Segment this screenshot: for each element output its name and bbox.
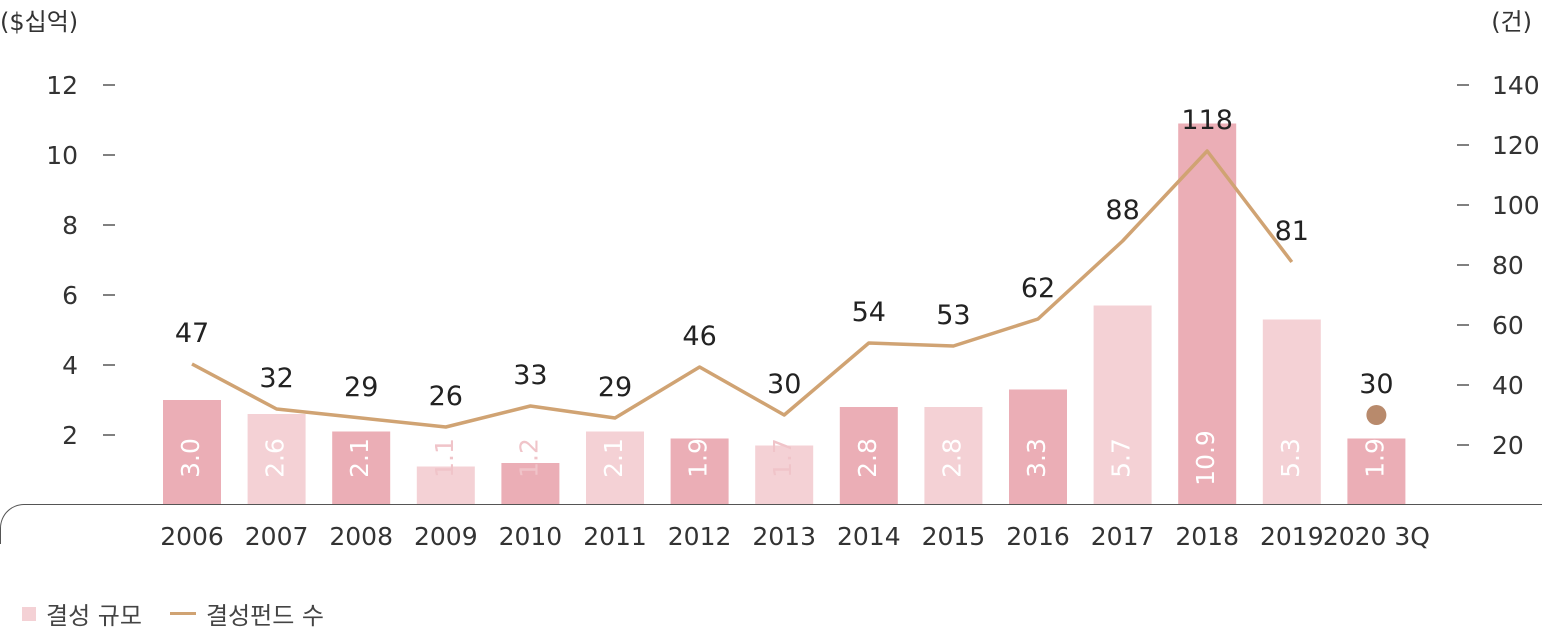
bar — [247, 414, 306, 505]
legend-line-swatch — [169, 612, 196, 615]
x-tick-label: 2019 — [1260, 522, 1324, 551]
line-value-label: 47 — [175, 318, 209, 349]
bar — [1178, 123, 1237, 505]
bar-value-label: 2.8 — [937, 438, 966, 478]
bar-value-label: 2.8 — [853, 438, 882, 478]
y-left-tick-label: 10 — [46, 141, 78, 170]
bar-value-label: 3.0 — [176, 438, 205, 478]
line-value-label: 81 — [1275, 216, 1309, 247]
bar-value-label: 5.3 — [1276, 438, 1305, 478]
y-left-tick-label: 4 — [62, 351, 78, 380]
x-tick-label: 2018 — [1175, 522, 1239, 551]
bar-value-label: 2.1 — [345, 438, 374, 478]
line-point-dot — [1366, 405, 1387, 425]
x-tick-label: 2011 — [583, 522, 647, 551]
left-axis-unit: ($십억) — [0, 8, 79, 36]
line-value-label: 32 — [259, 363, 293, 394]
bar — [1262, 319, 1321, 505]
bar — [501, 463, 560, 505]
bar-value-label: 1.9 — [1360, 438, 1389, 478]
x-tick-label: 2013 — [752, 522, 816, 551]
bar — [670, 438, 729, 505]
y-right-tick-label: 60 — [1492, 311, 1524, 340]
bar-value-label: 3.3 — [1022, 438, 1051, 478]
x-tick-label: 2012 — [668, 522, 732, 551]
right-axis-unit: (건) — [1491, 8, 1532, 36]
y-right-tick-label: 140 — [1492, 71, 1540, 100]
y-left-tick-label: 2 — [62, 421, 78, 450]
x-tick-label: 2006 — [160, 522, 224, 551]
y-right-tick-label: 120 — [1492, 131, 1540, 160]
x-tick-label: 2008 — [329, 522, 393, 551]
bar-value-label: 1.1 — [430, 438, 459, 478]
bar — [755, 445, 814, 505]
bar-value-label: 2.6 — [261, 438, 290, 478]
line-value-label: 30 — [767, 369, 801, 400]
y-left-tick-label: 12 — [46, 71, 78, 100]
bar — [1347, 438, 1406, 505]
bar-value-label: 1.7 — [768, 438, 797, 478]
bar — [586, 431, 644, 505]
bar — [416, 466, 475, 505]
line-value-label: 62 — [1021, 273, 1055, 304]
y-right-tick-label: 100 — [1492, 191, 1540, 220]
bar-value-label: 10.9 — [1191, 430, 1220, 486]
bar — [1093, 305, 1152, 505]
bar-value-label: 1.2 — [514, 438, 543, 478]
bar-value-label: 1.9 — [684, 438, 713, 478]
line-value-label: 33 — [513, 360, 547, 391]
x-tick-label: 2014 — [837, 522, 901, 551]
y-left-tick-label: 8 — [62, 211, 78, 240]
x-tick-label: 2017 — [1091, 522, 1155, 551]
bar-value-label: 2.1 — [599, 438, 628, 478]
line-value-label: 53 — [936, 300, 970, 331]
y-left-tick-label: 6 — [62, 281, 78, 310]
legend-bar-label: 결성 규모 — [46, 602, 142, 630]
legend-line-label: 결성펀드 수 — [205, 602, 324, 630]
line-value-label: 54 — [852, 297, 886, 328]
legend: 결성 규모 결성펀드 수 — [22, 596, 324, 631]
x-tick-label: 2007 — [245, 522, 309, 551]
y-right-tick-label: 80 — [1492, 251, 1524, 280]
bar-value-label: 5.7 — [1107, 438, 1136, 478]
x-tick-label: 2010 — [499, 522, 563, 551]
line-value-label: 118 — [1181, 105, 1233, 136]
y-right-tick-label: 40 — [1492, 371, 1524, 400]
x-axis-frame — [0, 504, 1542, 544]
bar — [163, 400, 221, 505]
line-value-label: 88 — [1105, 195, 1139, 226]
x-tick-label: 2016 — [1006, 522, 1070, 551]
bar — [924, 407, 983, 505]
y-right-tick-label: 20 — [1492, 431, 1524, 460]
legend-bar-swatch — [22, 606, 36, 621]
line-value-label: 30 — [1359, 369, 1393, 400]
bar — [1009, 389, 1067, 505]
line-value-label: 46 — [682, 321, 716, 352]
x-tick-label: 2020 3Q — [1323, 522, 1430, 551]
bar — [839, 407, 898, 505]
line-value-label: 29 — [598, 372, 632, 403]
line-series — [191, 149, 1294, 429]
x-tick-label: 2015 — [922, 522, 986, 551]
line-value-label: 29 — [344, 372, 378, 403]
line-value-label: 26 — [429, 381, 463, 412]
bar — [332, 431, 391, 505]
x-tick-label: 2009 — [414, 522, 478, 551]
